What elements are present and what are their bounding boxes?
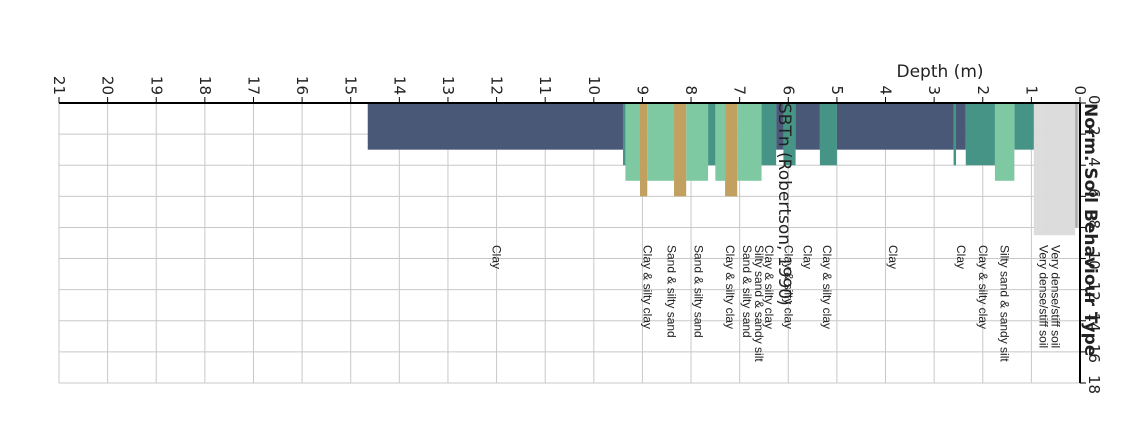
sbt-bar: [674, 103, 687, 197]
depth-tick-label: 11: [536, 76, 554, 95]
sbt-bar: [708, 103, 716, 166]
zone-label: Very dense/stiff soil: [1037, 245, 1051, 348]
value-tick-label: 14: [1085, 313, 1103, 332]
sbt-bar: [737, 103, 762, 181]
chart-title: Norm. Soil Behaviour Type: [1080, 103, 1100, 356]
zone-label: Clay: [801, 245, 815, 269]
zone-label: Silty sand & sandy silt: [998, 245, 1012, 362]
depth-tick-label: 6: [779, 85, 797, 95]
zone-label: Sand & silty sand: [740, 245, 754, 338]
sbt-bar: [956, 103, 966, 150]
axes: [58, 97, 1086, 384]
sbt-bar: [965, 103, 995, 166]
sbt-bar: [715, 103, 726, 181]
depth-tick-label: 12: [488, 76, 506, 95]
depth-tick-label: 21: [50, 76, 68, 95]
zone-label: Clay: [954, 245, 968, 269]
depth-tick-label: 3: [925, 85, 943, 95]
zone-label: Clay & silty clay: [820, 245, 834, 329]
zone-label: Clay: [490, 245, 504, 269]
depth-tick-label: 9: [633, 85, 651, 95]
zone-label: Clay & silty clay: [723, 245, 737, 329]
value-tick-label: 10: [1085, 251, 1103, 270]
depth-tick-label: 14: [390, 76, 408, 95]
sbt-bars: [367, 103, 1080, 236]
depth-tick-label: 16: [293, 76, 311, 95]
depth-tick-label: 18: [196, 76, 214, 95]
tick-labels: 0123456789101112131415161718192021024681…: [50, 76, 1103, 394]
depth-tick-label: 20: [99, 76, 117, 95]
sbt-bar: [819, 103, 837, 166]
zone-label: Silty sand & sandy silt: [752, 245, 766, 362]
value-tick-label: 8: [1085, 219, 1103, 229]
sbt-bar: [1075, 103, 1078, 228]
depth-axis-title: Depth (m): [896, 62, 983, 82]
zone-label: Clay & silty clay: [976, 245, 990, 329]
sbt-bar: [1033, 103, 1042, 236]
sbt-bar: [761, 103, 777, 166]
sbt-bar: [725, 103, 738, 197]
value-tick-label: 2: [1085, 126, 1103, 136]
depth-tick-label: 2: [974, 85, 992, 95]
value-axis-title: SBTn (Robertson, 1990): [774, 103, 794, 306]
depth-tick-label: 1: [1022, 85, 1040, 95]
sbt-bar: [647, 103, 675, 181]
depth-tick-label: 10: [585, 76, 603, 95]
sbt-bar: [776, 103, 784, 150]
sbt-bar: [1041, 103, 1076, 236]
sbt-bar: [836, 103, 954, 150]
depth-tick-label: 19: [147, 76, 165, 95]
sbt-bar: [953, 103, 957, 166]
sbt-bar: [994, 103, 1015, 181]
sbt-bar: [1014, 103, 1034, 150]
depth-tick-label: 15: [342, 76, 360, 95]
depth-tick-label: 4: [877, 85, 895, 95]
depth-tick-label: 13: [439, 76, 457, 95]
zone-label: Clay & silty clay: [640, 245, 654, 329]
sbt-bar: [639, 103, 648, 197]
zone-label: Clay & silty clay: [781, 245, 795, 329]
zone-label: Sand & silty sand: [665, 245, 679, 338]
sbt-bar: [622, 103, 626, 166]
zone-label: Clay & silty clay: [762, 245, 776, 329]
depth-tick-label: 0: [1071, 85, 1089, 95]
value-tick-label: 4: [1085, 157, 1103, 167]
value-tick-label: 12: [1085, 282, 1103, 301]
depth-tick-label: 17: [244, 76, 262, 95]
depth-tick-label: 5: [828, 85, 846, 95]
value-tick-label: 0: [1085, 95, 1103, 105]
zone-label: Clay: [886, 245, 900, 269]
zone-label: Sand & silty sand: [691, 245, 705, 338]
value-tick-label: 18: [1085, 375, 1103, 394]
sbt-bar: [783, 103, 796, 166]
value-tick-label: 6: [1085, 188, 1103, 198]
sbt-bar: [367, 103, 623, 150]
zone-label: Very dense/stiff soil: [1049, 245, 1063, 348]
sbt-bar: [686, 103, 709, 181]
sbt-bar: [625, 103, 640, 181]
value-tick-label: 16: [1085, 344, 1103, 363]
sbt-bar: [795, 103, 820, 150]
titles: Norm. Soil Behaviour Type Depth (m) SBTn…: [774, 62, 1100, 356]
depth-tick-label: 7: [731, 85, 749, 95]
depth-tick-label: 8: [682, 85, 700, 95]
